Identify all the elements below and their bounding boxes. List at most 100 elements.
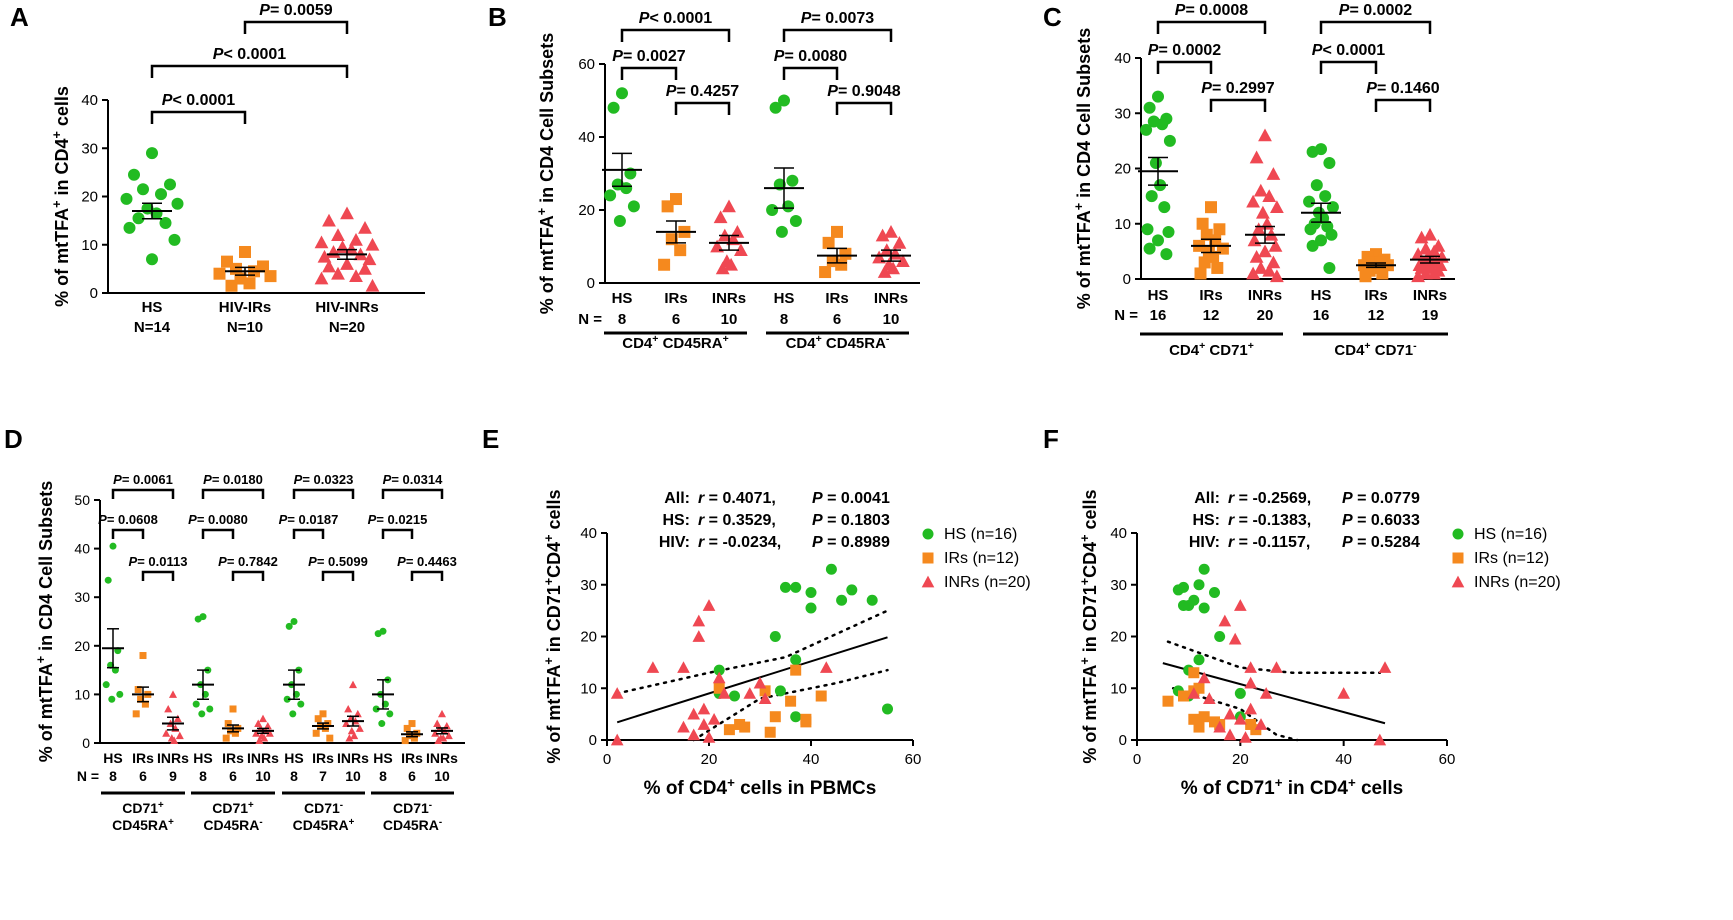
point-hs — [604, 189, 617, 202]
point-inrs — [697, 702, 711, 715]
group-n: 6 — [139, 768, 147, 784]
point-hs — [616, 87, 628, 100]
point-inrs — [886, 261, 900, 275]
point-hs — [1178, 581, 1189, 593]
n-prefix: N = — [578, 311, 602, 328]
regression-line — [616, 636, 888, 724]
point-hs — [1303, 195, 1316, 208]
comparison-bracket — [1156, 20, 1267, 34]
point-hs — [146, 253, 158, 266]
stat-p-value: P = 0.8989 — [812, 534, 890, 551]
point-irs — [1452, 552, 1464, 564]
legend-label: IRs (n=12) — [944, 550, 1019, 567]
point-irs — [785, 695, 797, 707]
point-hs — [1198, 602, 1210, 614]
group-n: 8 — [109, 768, 117, 784]
group-n: 7 — [319, 768, 327, 784]
point-hs — [123, 221, 136, 234]
p-value-label: P= 0.0061 — [113, 472, 173, 487]
group-n: 20 — [1257, 307, 1274, 324]
point-inrs — [1414, 230, 1429, 244]
confidence-band-lower — [692, 668, 889, 742]
point-irs — [225, 279, 238, 292]
group-n: 6 — [408, 768, 416, 784]
point-irs — [1194, 267, 1207, 280]
group-n: 10 — [883, 311, 900, 328]
point-irs — [137, 695, 145, 703]
group-n: 8 — [199, 768, 207, 784]
point-inrs — [1266, 167, 1281, 180]
point-hs — [164, 178, 176, 191]
stat-r-value: r = -0.2569, — [1228, 490, 1311, 507]
point-irs — [224, 720, 232, 728]
p-value-label: P< 0.0001 — [213, 46, 287, 63]
point-inrs — [884, 225, 898, 238]
y-tick-label: 0 — [587, 275, 595, 292]
stat-r-value: r = -0.1157, — [1228, 534, 1310, 551]
point-irs — [132, 710, 140, 718]
point-hs — [192, 700, 200, 708]
point-irs — [1188, 667, 1200, 679]
y-tick-label: 40 — [1114, 50, 1131, 67]
point-hs — [1149, 156, 1162, 169]
point-irs — [1198, 711, 1210, 723]
point-inrs — [1268, 238, 1283, 252]
y-tick-label: 10 — [1110, 680, 1127, 697]
point-inrs — [350, 731, 359, 740]
point-hs — [1152, 90, 1164, 103]
point-hs — [775, 225, 788, 238]
point-inrs — [1223, 707, 1237, 720]
p-value-label: P= 0.0187 — [279, 512, 339, 527]
group-label: HS — [373, 750, 392, 766]
point-irs — [401, 737, 409, 745]
point-inrs — [646, 661, 660, 673]
point-inrs — [687, 728, 701, 741]
group-label: INRs — [874, 290, 908, 307]
stat-p-value: P = 0.5284 — [1342, 534, 1420, 551]
point-hs — [1140, 123, 1153, 136]
point-irs — [1198, 256, 1211, 269]
point-hs — [132, 212, 145, 225]
y-tick-label: 40 — [1110, 525, 1127, 542]
p-value-label: P= 0.0002 — [1339, 2, 1413, 19]
point-hs — [155, 188, 167, 201]
point-irs — [1162, 695, 1174, 707]
p-value-label: P= 0.4463 — [397, 554, 457, 569]
stat-group-label: HS: — [662, 512, 690, 529]
subset-label: CD45RA- — [383, 817, 442, 834]
comparison-bracket — [201, 488, 265, 499]
point-inrs — [439, 734, 448, 742]
point-inrs — [677, 720, 690, 733]
point-hs — [607, 101, 620, 114]
point-hs — [1193, 654, 1205, 666]
point-inrs — [1418, 241, 1433, 255]
point-inrs — [1423, 227, 1437, 241]
legend-label: IRs (n=12) — [1474, 550, 1549, 567]
group-n: 8 — [290, 768, 298, 784]
y-tick-label: 40 — [580, 525, 597, 542]
point-inrs — [702, 731, 716, 743]
point-irs — [222, 734, 230, 742]
group-n: 10 — [345, 768, 361, 784]
x-tick-label: 40 — [1335, 751, 1352, 768]
point-inrs — [340, 206, 354, 220]
comparison-bracket — [835, 101, 893, 115]
p-value-label: P= 0.4257 — [666, 83, 740, 100]
point-hs — [1163, 134, 1176, 147]
x-tick-label: 0 — [1133, 751, 1141, 768]
point-inrs — [1251, 222, 1266, 236]
point-hs — [1143, 242, 1156, 255]
p-value-label: P= 0.0215 — [368, 512, 428, 527]
point-inrs — [877, 265, 892, 278]
group-label: HIV-INRs — [315, 299, 378, 316]
point-inrs — [437, 709, 447, 718]
point-inrs — [1244, 702, 1257, 715]
y-tick-label: 0 — [589, 732, 597, 749]
point-hs — [285, 622, 293, 630]
group-n: 6 — [229, 768, 237, 784]
x-tick-label: 40 — [803, 751, 820, 768]
point-inrs — [1451, 575, 1465, 588]
point-inrs — [692, 614, 706, 627]
point-hs — [780, 581, 791, 593]
point-hs — [297, 700, 305, 708]
